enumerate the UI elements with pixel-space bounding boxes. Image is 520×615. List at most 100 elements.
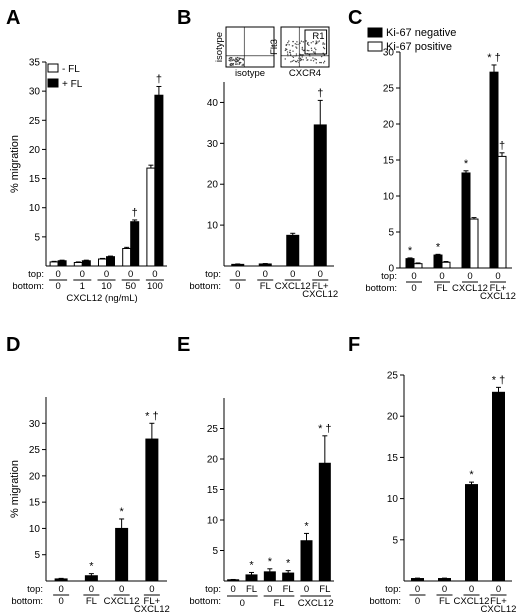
panel-b-inset-event bbox=[291, 55, 294, 57]
panel-b-inset-event bbox=[238, 58, 241, 61]
panel-b-inset-event bbox=[312, 41, 314, 43]
panel-b-inset-event bbox=[239, 62, 241, 64]
panel-b-inset-event bbox=[229, 56, 231, 59]
panel-e-y-tick-label: 25 bbox=[207, 424, 219, 435]
panel-b-inset-event bbox=[320, 55, 323, 58]
panel-a-bar bbox=[73, 262, 83, 267]
panel-b-inset-event bbox=[298, 57, 300, 59]
panel-a-bar bbox=[130, 221, 140, 267]
panel-b-y-tick-label: 10 bbox=[207, 221, 219, 232]
panel-f-bottom-label: CXCL12 bbox=[454, 596, 490, 607]
panel-f-bottom-label: FL+ bbox=[490, 596, 507, 607]
panel-b-inset-event bbox=[319, 61, 321, 64]
panel-c-significance-mark: * bbox=[436, 241, 441, 253]
panel-a-y-axis-title: % migration bbox=[9, 135, 21, 193]
panel-a-legend-label: + FL bbox=[62, 79, 83, 90]
panel-a-top-label: 0 bbox=[104, 269, 109, 280]
panel-c-significance-mark: * † bbox=[487, 52, 500, 64]
panel-b-inset-event bbox=[289, 49, 291, 52]
panel-b-inset-event bbox=[312, 51, 315, 53]
panel-a-y-tick-label: 30 bbox=[29, 87, 41, 98]
panel-a-y-tick-label: 5 bbox=[34, 232, 40, 243]
panel-b-inset-event bbox=[294, 43, 296, 45]
panel-a-bar bbox=[122, 248, 132, 267]
panel-b-inset-event bbox=[233, 59, 235, 61]
panel-b-inset-event bbox=[308, 50, 310, 52]
panel-b-inset-event bbox=[228, 57, 231, 60]
panel-b-inset-event bbox=[322, 42, 324, 44]
panel-b-inset-event bbox=[302, 54, 304, 56]
panel-c-y-tick-label: 20 bbox=[383, 120, 395, 131]
panel-b-inset-event bbox=[294, 60, 297, 63]
panel-f-y-tick-label: 15 bbox=[387, 453, 399, 464]
panel-f-top-label: 0 bbox=[469, 584, 474, 595]
panel-b-inset-event bbox=[295, 61, 298, 63]
panel-b-inset-event bbox=[286, 43, 288, 46]
panel-f-y-tick-label: 25 bbox=[387, 371, 399, 382]
panel-b-inset-event bbox=[235, 60, 237, 62]
panel-d-y-tick-label: 10 bbox=[29, 524, 41, 535]
panel-b-inset-event bbox=[302, 49, 305, 52]
panel-b-inset-event bbox=[311, 49, 313, 52]
panel-b-inset-event bbox=[297, 59, 299, 62]
panel-e-significance-mark: * † bbox=[318, 423, 331, 435]
panel-c-legend-label: Ki-67 positive bbox=[386, 41, 452, 53]
panel-a-significance-mark: † bbox=[132, 207, 138, 219]
panel-b-inset-event bbox=[230, 64, 233, 66]
panel-label-b: B bbox=[177, 7, 191, 29]
panel-c-bar bbox=[461, 172, 471, 269]
panel-b-inset-event bbox=[320, 61, 322, 64]
panel-c-y-tick-label: 15 bbox=[383, 156, 395, 167]
panel-b-inset-event bbox=[314, 58, 316, 60]
panel-a-bar bbox=[98, 258, 107, 267]
panel-d-top-label: 0 bbox=[149, 584, 154, 595]
panel-f-bottom-label: 0 bbox=[415, 596, 420, 607]
panel-b-inset-event bbox=[301, 48, 303, 50]
panel-f-significance-mark: * bbox=[469, 469, 474, 481]
panel-b-inset-event bbox=[318, 40, 321, 42]
panel-a-y-tick-label: 15 bbox=[29, 174, 41, 185]
panel-e-bottom-label: 0 bbox=[240, 598, 245, 609]
panel-d-bottom-label: CXCL12 bbox=[104, 596, 140, 607]
panel-b-inset-event bbox=[238, 63, 240, 66]
panel-b-inset-event bbox=[308, 44, 310, 46]
panel-b-inset-event bbox=[322, 43, 324, 45]
panel-a-bar bbox=[81, 260, 91, 267]
panel-e-top-label: 0 bbox=[304, 584, 309, 595]
panel-b-inset-event bbox=[230, 58, 232, 60]
panel-b-inset-event bbox=[295, 53, 298, 55]
panel-b-inset-event bbox=[299, 57, 302, 60]
panel-b-inset-event bbox=[315, 58, 317, 61]
panel-b-inset-event bbox=[238, 57, 241, 60]
panel-b-y-tick-label: 30 bbox=[207, 139, 219, 150]
panel-b-bar bbox=[313, 124, 327, 267]
panel-b-inset-event bbox=[229, 64, 232, 67]
panel-a-bar bbox=[57, 260, 67, 267]
panel-c-row-label-bottom: bottom: bbox=[365, 283, 397, 294]
panel-b-inset-event bbox=[284, 58, 286, 60]
panel-a-bar bbox=[49, 261, 59, 267]
panel-e-bar bbox=[282, 572, 295, 582]
panel-c-bottom-label: CXCL12 bbox=[452, 283, 488, 294]
panel-a-bottom-label: 1 bbox=[80, 281, 85, 292]
panel-e-bottom-label: FL bbox=[273, 598, 284, 609]
panel-a-legend-label: - FL bbox=[62, 64, 80, 75]
panel-b-inset-event bbox=[294, 55, 296, 57]
panel-c-legend-swatch bbox=[367, 27, 383, 38]
panel-b-inset-event bbox=[314, 43, 317, 45]
panel-d-top-label: 0 bbox=[89, 584, 94, 595]
panel-d-y-tick-label: 25 bbox=[29, 445, 41, 456]
panel-d-bottom-label: FL bbox=[86, 596, 97, 607]
panel-a-row-label-top: top: bbox=[28, 269, 44, 280]
panel-b-inset-event bbox=[315, 62, 318, 64]
panel-b-inset-event bbox=[285, 48, 288, 51]
panel-b-inset-gate-label: R1 bbox=[312, 31, 324, 42]
panel-d-bottom-label: CXCL12 bbox=[134, 604, 170, 615]
panel-b-inset-event bbox=[299, 42, 301, 44]
panel-b-inset-event bbox=[232, 58, 234, 60]
panel-c-bar bbox=[413, 263, 423, 269]
panel-b-inset-event bbox=[300, 59, 302, 62]
panel-b-inset-event bbox=[312, 57, 314, 59]
panel-b-inset-event bbox=[231, 59, 234, 62]
